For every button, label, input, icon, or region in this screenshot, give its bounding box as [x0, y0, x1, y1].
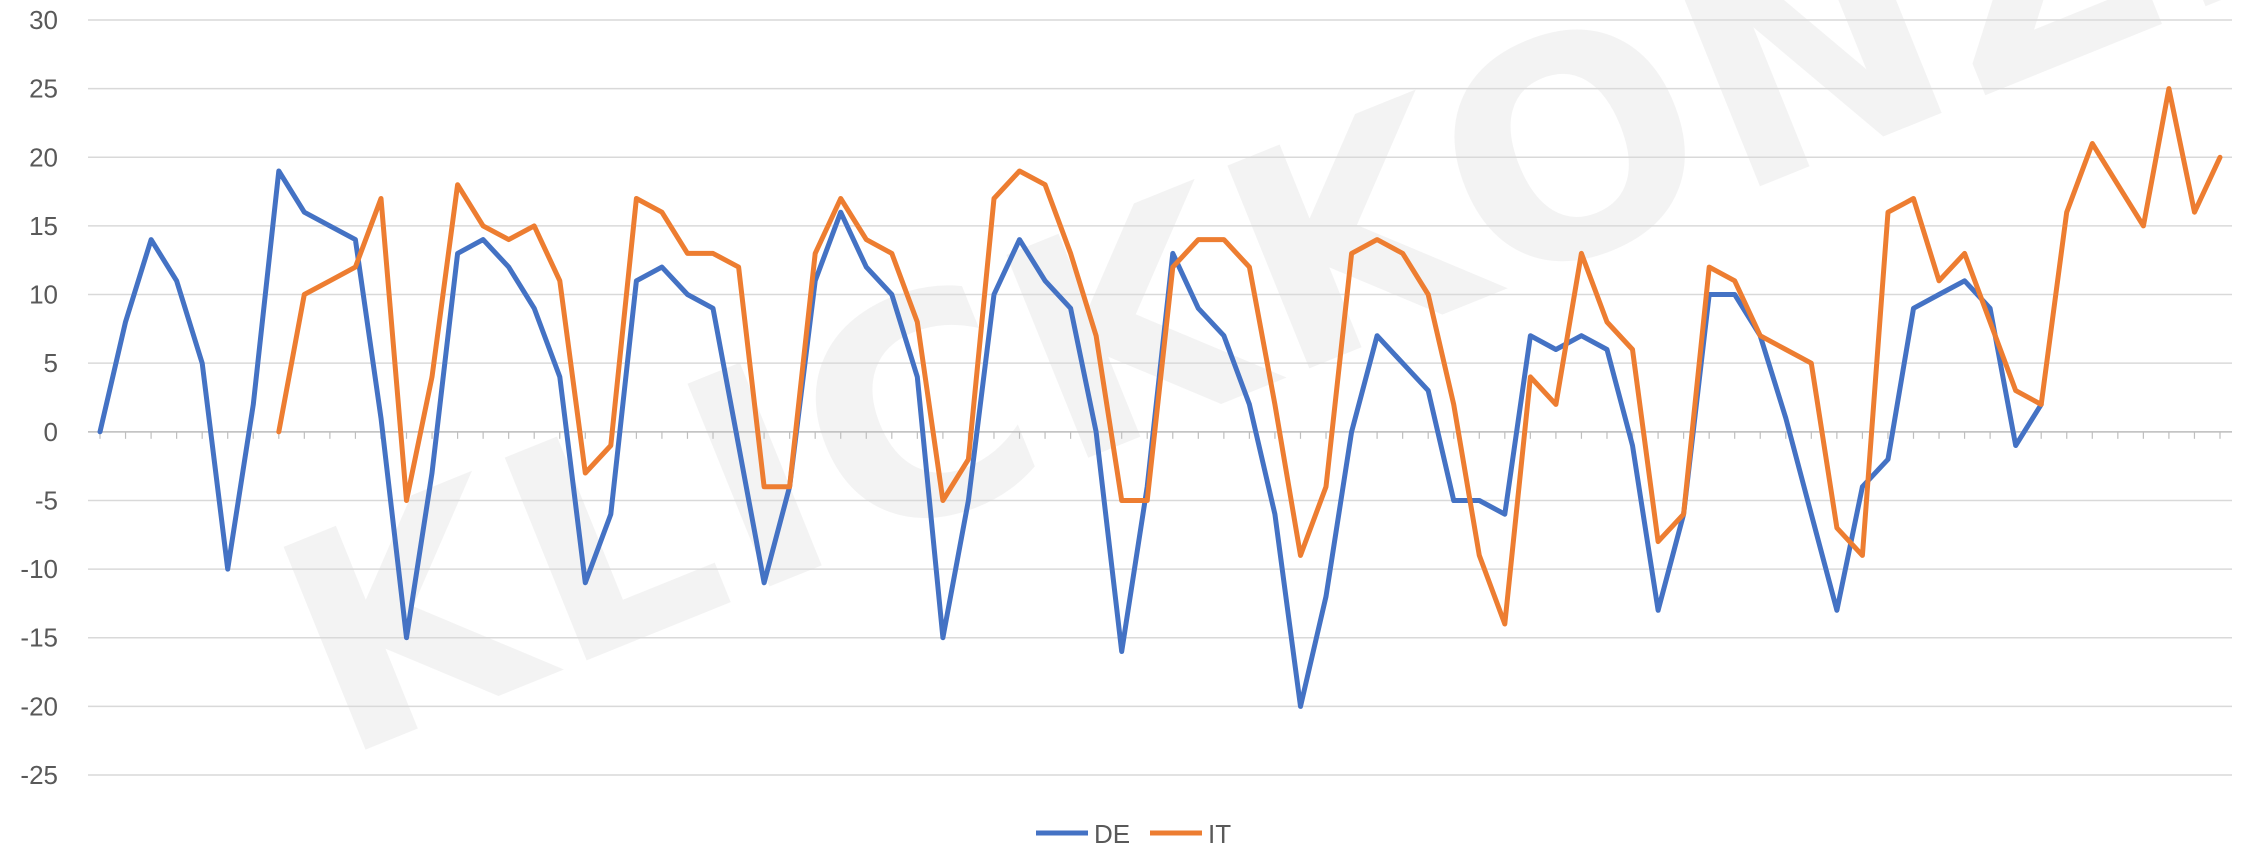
- y-tick-label: -15: [20, 623, 58, 653]
- y-tick-label: 25: [29, 74, 58, 104]
- y-tick-label: 0: [44, 417, 58, 447]
- y-tick-label: 5: [44, 348, 58, 378]
- y-tick-label: -5: [35, 485, 58, 515]
- y-tick-label: -25: [20, 760, 58, 790]
- series-line-de[interactable]: [97, 168, 2044, 709]
- y-axis-tick-labels: 30 25 20 15 10 5 0 -5 -10 -15 -20 -25: [20, 5, 58, 790]
- legend-entry-de[interactable]: DE: [1036, 819, 1130, 849]
- y-tick-label: 20: [29, 142, 58, 172]
- watermark-text: KLICKKONZEPT: [236, 0, 2247, 826]
- y-tick-label: 15: [29, 211, 58, 241]
- y-tick-label: 10: [29, 280, 58, 310]
- series-line-it[interactable]: [276, 86, 2223, 627]
- legend-label-de: DE: [1094, 819, 1130, 849]
- legend-entry-it[interactable]: IT: [1150, 819, 1231, 849]
- series-lines: [97, 86, 2223, 709]
- legend: DE IT: [1036, 819, 1231, 849]
- y-tick-label: -10: [20, 554, 58, 584]
- y-tick-label: 30: [29, 5, 58, 35]
- legend-label-it: IT: [1208, 819, 1231, 849]
- y-tick-label: -20: [20, 691, 58, 721]
